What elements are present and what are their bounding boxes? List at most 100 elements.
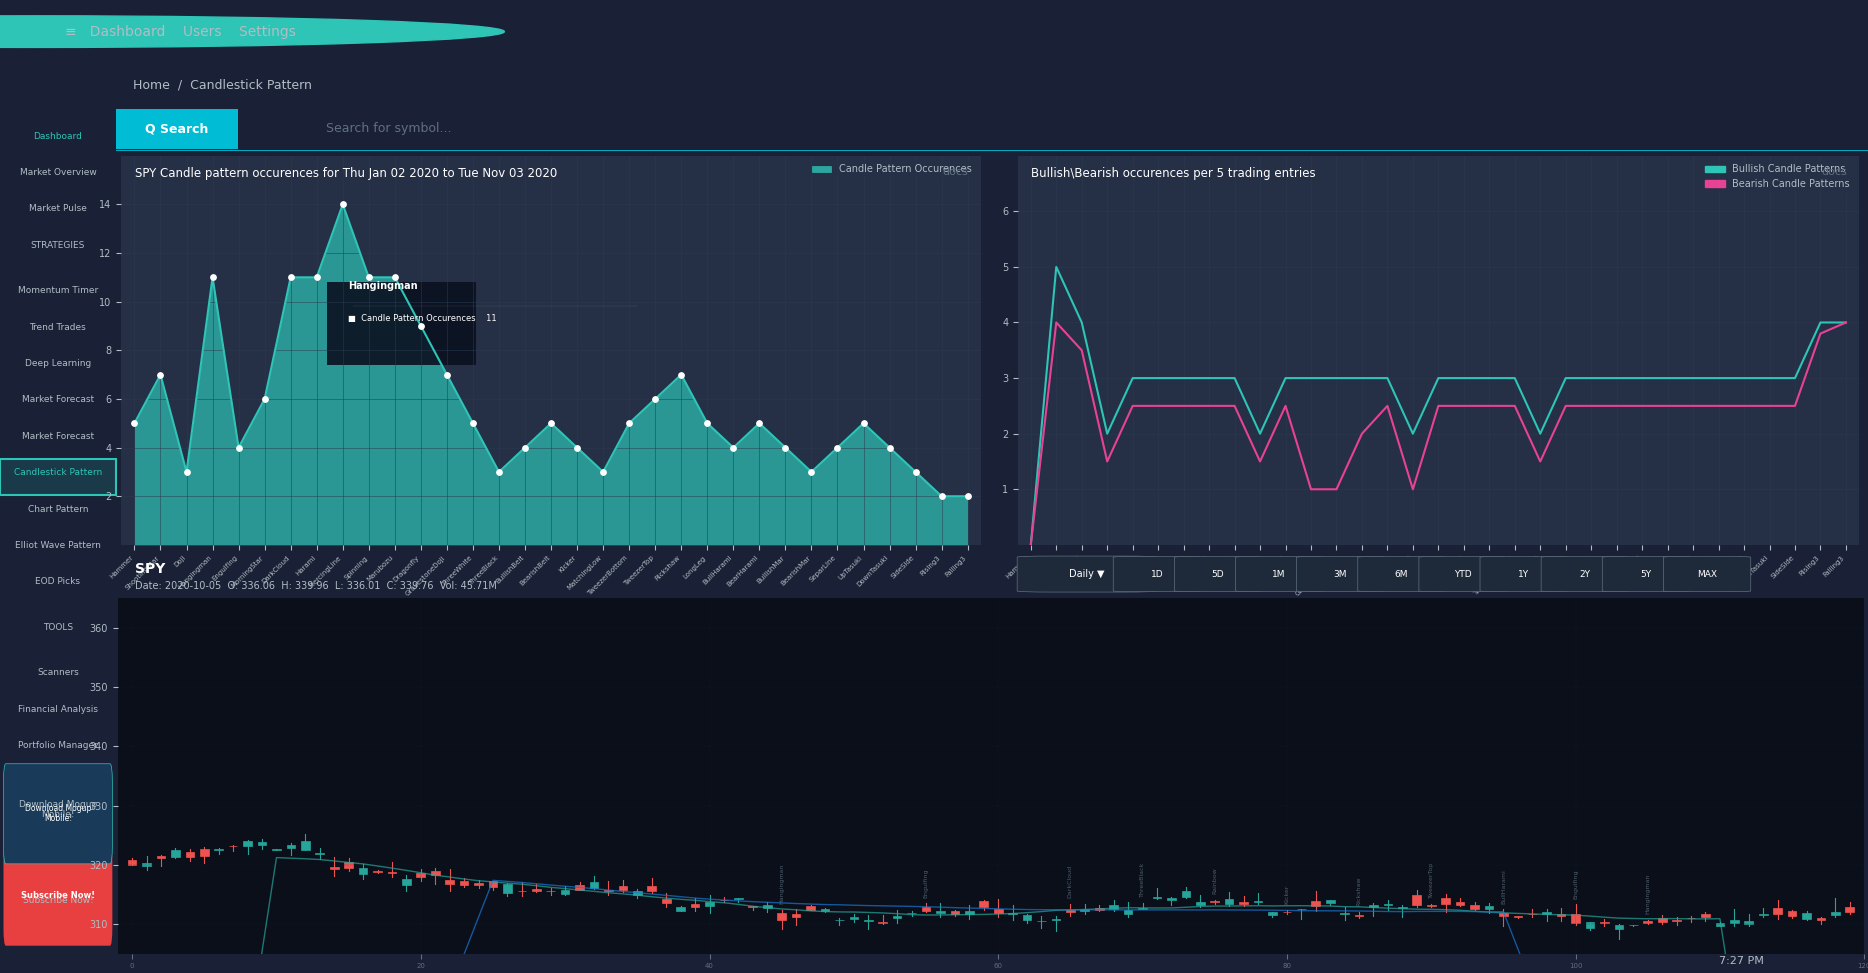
Text: Bullish\Bearish occurences per 5 trading entries: Bullish\Bearish occurences per 5 trading… xyxy=(1031,167,1315,180)
Text: Scanners: Scanners xyxy=(37,668,78,677)
Bar xyxy=(243,841,252,846)
Point xyxy=(770,440,800,455)
Bar xyxy=(1196,902,1205,905)
Text: docs: docs xyxy=(943,167,969,177)
Text: MAX: MAX xyxy=(1696,569,1717,579)
Bar xyxy=(460,881,469,884)
Bar xyxy=(1369,905,1379,907)
Text: Hangingman: Hangingman xyxy=(779,864,785,904)
Bar xyxy=(1326,900,1334,903)
Bar xyxy=(1745,921,1752,923)
Text: 1M: 1M xyxy=(1272,569,1285,579)
Bar xyxy=(1760,914,1767,916)
FancyBboxPatch shape xyxy=(1018,557,1156,592)
Text: 5Y: 5Y xyxy=(1640,569,1651,579)
FancyBboxPatch shape xyxy=(1113,557,1201,592)
Point xyxy=(405,318,435,334)
Text: 3M: 3M xyxy=(1334,569,1347,579)
Bar xyxy=(1715,923,1724,926)
Text: EOD Picks: EOD Picks xyxy=(35,577,80,587)
Text: Q Search: Q Search xyxy=(146,123,209,135)
Bar xyxy=(286,846,295,847)
Bar xyxy=(820,909,829,911)
FancyBboxPatch shape xyxy=(1663,557,1750,592)
Bar xyxy=(532,888,540,891)
Text: SPY Candle pattern occurences for Thu Jan 02 2020 to Tue Nov 03 2020: SPY Candle pattern occurences for Thu Ja… xyxy=(134,167,557,180)
Point xyxy=(953,488,983,504)
Bar xyxy=(1442,898,1450,905)
Bar xyxy=(560,890,570,893)
Bar xyxy=(1110,905,1117,909)
Point xyxy=(276,270,306,285)
Point xyxy=(796,464,826,480)
Bar xyxy=(1067,911,1074,912)
Bar xyxy=(618,885,628,889)
Bar xyxy=(749,906,757,908)
Point xyxy=(900,464,930,480)
FancyBboxPatch shape xyxy=(4,846,112,946)
Text: Momentum Timer: Momentum Timer xyxy=(19,286,97,295)
Bar xyxy=(1543,912,1550,915)
Bar xyxy=(489,882,497,887)
Bar xyxy=(1659,918,1666,922)
Text: Chart Pattern: Chart Pattern xyxy=(28,505,88,514)
Bar xyxy=(1455,902,1465,905)
Text: Candlestick Pattern: Candlestick Pattern xyxy=(13,468,103,477)
Bar xyxy=(1080,909,1089,912)
Text: Deep Learning: Deep Learning xyxy=(24,359,92,368)
Point xyxy=(745,415,775,431)
Bar xyxy=(979,901,988,907)
Bar xyxy=(878,921,887,923)
FancyBboxPatch shape xyxy=(1235,557,1323,592)
FancyBboxPatch shape xyxy=(1479,557,1567,592)
Bar xyxy=(1730,919,1739,923)
Text: 1D: 1D xyxy=(1151,569,1164,579)
Bar xyxy=(706,902,714,906)
Text: YTD: YTD xyxy=(1453,569,1472,579)
FancyBboxPatch shape xyxy=(327,282,476,365)
Bar xyxy=(850,918,857,919)
Text: Kicker: Kicker xyxy=(1285,884,1289,904)
Bar xyxy=(1672,920,1681,921)
Bar xyxy=(1024,915,1031,920)
Bar xyxy=(1238,902,1248,904)
Text: Daily ▼: Daily ▼ xyxy=(1068,569,1104,579)
Point xyxy=(562,440,592,455)
Text: Hangingman: Hangingman xyxy=(347,281,418,292)
Text: 1Y: 1Y xyxy=(1519,569,1530,579)
Bar xyxy=(215,848,222,850)
Text: Download Mogup
Mobile!: Download Mogup Mobile! xyxy=(19,800,97,819)
Bar xyxy=(258,843,267,845)
Bar xyxy=(1225,899,1233,904)
Point xyxy=(172,464,202,480)
Point xyxy=(615,415,644,431)
Bar xyxy=(402,879,411,884)
Bar xyxy=(1773,908,1782,915)
Bar xyxy=(344,862,353,868)
Bar xyxy=(445,880,454,884)
Bar xyxy=(1831,913,1840,916)
Bar xyxy=(1341,914,1349,915)
Bar xyxy=(1182,890,1190,897)
Text: Date: 2020-10-05  O: 336.06  H: 339.96  L: 336.01  C: 339.76  Vol: 45.71M: Date: 2020-10-05 O: 336.06 H: 339.96 L: … xyxy=(134,581,497,592)
Text: Search for symbol...: Search for symbol... xyxy=(327,123,452,135)
Text: Home  /  Candlestick Pattern: Home / Candlestick Pattern xyxy=(133,79,312,91)
Bar xyxy=(921,907,930,912)
Text: Trend Trades: Trend Trades xyxy=(30,323,86,332)
Bar xyxy=(301,841,310,850)
Bar xyxy=(1644,920,1651,923)
Text: TOOLS: TOOLS xyxy=(43,623,73,631)
Text: Hangingman: Hangingman xyxy=(1646,874,1649,914)
Bar xyxy=(1586,921,1595,928)
Text: DarkCloud: DarkCloud xyxy=(1068,865,1072,898)
Bar xyxy=(417,874,426,877)
FancyBboxPatch shape xyxy=(0,459,116,495)
Point xyxy=(224,440,254,455)
Bar xyxy=(633,891,643,894)
Legend: Candle Pattern Occurences: Candle Pattern Occurences xyxy=(809,161,975,178)
Bar xyxy=(661,899,671,903)
Text: Download Mogup
Mobile!: Download Mogup Mobile! xyxy=(24,804,92,823)
Point xyxy=(379,270,409,285)
Text: TweezerTop: TweezerTop xyxy=(1429,862,1435,898)
Text: BullHarami: BullHarami xyxy=(1500,869,1506,904)
